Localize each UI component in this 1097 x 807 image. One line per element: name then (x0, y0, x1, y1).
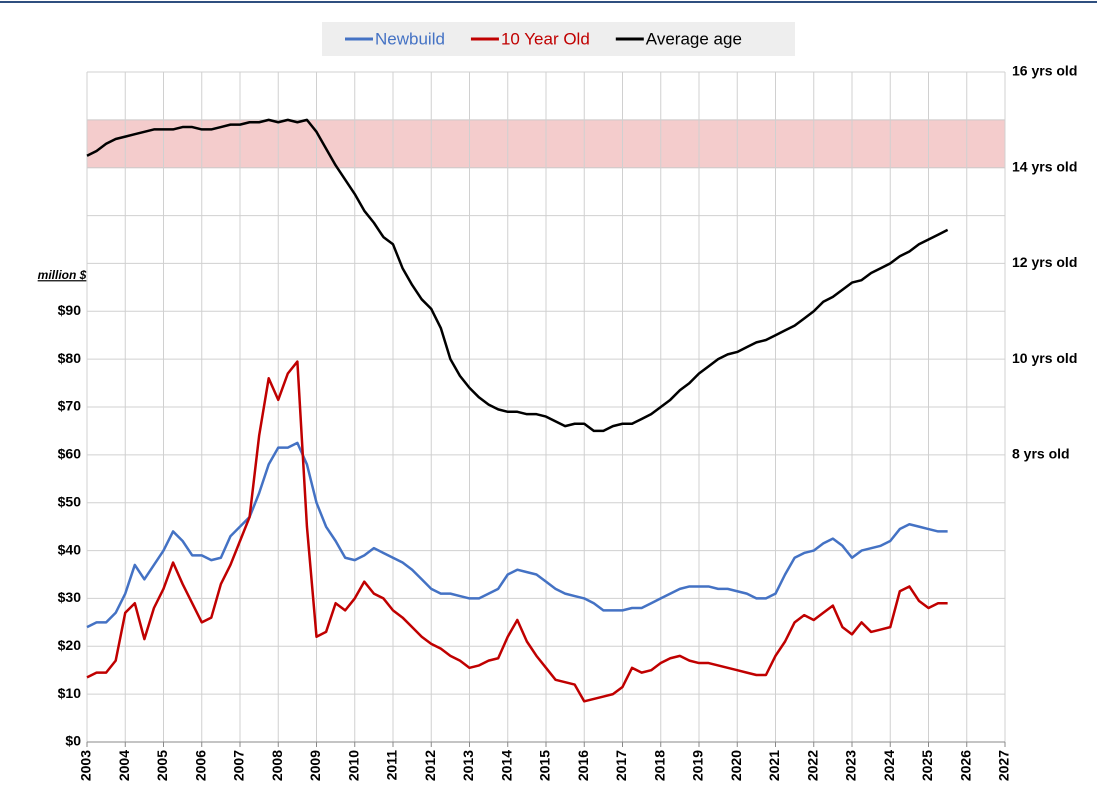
x-tick-label: 2026 (957, 750, 973, 781)
x-tick-label: 2019 (690, 750, 706, 781)
x-tick-label: 2020 (728, 750, 744, 781)
y-tick-label: $0 (65, 733, 81, 749)
series-line (86, 441, 948, 629)
y2-tick-label: 10 yrs old (1012, 350, 1077, 366)
x-tick-label: 2012 (422, 750, 438, 781)
y-tick-label: $20 (58, 637, 82, 653)
y-tick-label: $40 (58, 541, 82, 557)
y-tick-label: $50 (58, 493, 82, 509)
y-tick-label: $60 (58, 446, 82, 462)
axes: 2003 2004 2005 2006 2007 2008 2009 2010 2011 2012… (58, 63, 1078, 781)
x-tick-label: 2006 (192, 750, 208, 781)
y-tick-label: $90 (58, 302, 82, 318)
y-tick-label: $80 (58, 350, 82, 366)
y-unit-label: million $ (38, 268, 87, 282)
x-tick-label: 2021 (766, 750, 782, 781)
y2-tick-label: 14 yrs old (1012, 158, 1077, 174)
series-line (86, 118, 949, 433)
x-tick-label: 2010 (345, 750, 361, 781)
y-tick-label: $10 (58, 685, 82, 701)
x-tick-label: 2014 (498, 750, 514, 781)
x-tick-label: 2018 (651, 750, 667, 781)
x-tick-label: 2024 (881, 750, 897, 781)
x-tick-label: 2003 (78, 750, 94, 781)
legend-label: 10 Year Old (501, 29, 590, 48)
x-tick-label: 2007 (231, 750, 247, 781)
x-tick-label: 2017 (613, 750, 629, 781)
y2-tick-label: 16 yrs old (1012, 63, 1077, 79)
x-tick-label: 2022 (804, 750, 820, 781)
x-tick-label: 2008 (269, 750, 285, 781)
y-tick-label: $30 (58, 589, 82, 605)
x-tick-label: 2015 (537, 750, 553, 781)
x-tick-label: 2027 (996, 750, 1012, 781)
x-tick-label: 2004 (116, 750, 132, 781)
x-tick-label: 2011 (384, 750, 400, 781)
y2-tick-label: 8 yrs old (1012, 446, 1070, 462)
grid (86, 71, 1006, 743)
legend: Newbuild 10 Year Old Average age (345, 29, 742, 48)
x-tick-label: 2013 (460, 750, 476, 781)
y2-tick-label: 12 yrs old (1012, 254, 1077, 270)
x-tick-label: 2005 (154, 750, 170, 781)
y-tick-label: $70 (58, 398, 82, 414)
x-tick-label: 2016 (575, 750, 591, 781)
legend-label: Newbuild (375, 29, 445, 48)
legend-box (322, 22, 795, 56)
plot (86, 118, 949, 703)
series-line (86, 360, 948, 703)
legend-label: Average age (646, 29, 742, 48)
x-tick-label: 2009 (307, 750, 323, 781)
x-tick-label: 2023 (843, 750, 859, 781)
x-tick-label: 2025 (919, 750, 935, 781)
